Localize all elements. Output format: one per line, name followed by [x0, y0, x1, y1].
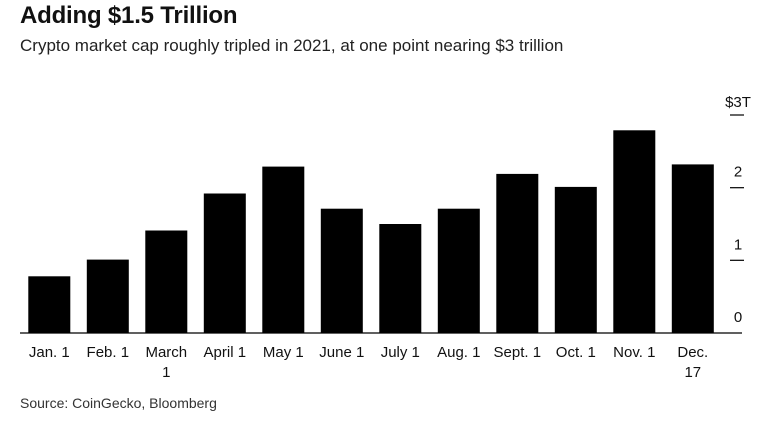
bar-8 [496, 173, 539, 333]
bar-9 [554, 186, 597, 333]
y-axis: 0 1 2 $3T [725, 94, 751, 326]
source-note: Source: CoinGecko, Bloomberg [20, 395, 217, 411]
x-tick-label-5: June 1 [319, 344, 364, 361]
x-tick-label-3: April 1 [204, 344, 247, 361]
x-tick-label-10: Nov. 1 [613, 344, 655, 361]
x-tick-label-6: July 1 [381, 344, 420, 361]
x-tick-label-8: Sept. 1 [494, 344, 542, 361]
y-tick-label-0: 0 [734, 309, 742, 326]
bar-10 [613, 130, 656, 333]
bar-3 [203, 193, 246, 333]
x-axis-labels: Jan. 1 Feb. 1 March 1 April 1 May 1 June 1 July… [29, 344, 708, 381]
y-tick-label-2: 2 [734, 164, 742, 181]
x-tick-label-0: Jan. 1 [29, 344, 70, 361]
bar-0 [28, 276, 71, 333]
x-tick-label-1: Feb. 1 [87, 344, 130, 361]
y-tick-label-1: 1 [734, 236, 742, 253]
x-tick-label-9: Oct. 1 [556, 344, 596, 361]
chart-title: Adding $1.5 Trillion [20, 2, 238, 29]
bar-1 [86, 259, 129, 333]
y-tick-label-3: $3T [725, 94, 751, 111]
x-tick-label-2-line-1: 1 [162, 364, 170, 381]
x-tick-label-4: May 1 [263, 344, 304, 361]
bar-11 [671, 164, 714, 333]
x-tick-label-7: Aug. 1 [437, 344, 480, 361]
chart-subtitle: Crypto market cap roughly tripled in 202… [20, 36, 564, 55]
bar-5 [320, 208, 363, 333]
bar-7 [437, 208, 480, 333]
x-tick-label-2-line-0: March [145, 344, 187, 361]
bars-group [28, 130, 714, 333]
x-tick-label-11-line-1: 17 [684, 364, 701, 381]
x-tick-label-11-line-0: Dec. [677, 344, 708, 361]
bar-4 [262, 166, 305, 333]
bar-6 [379, 224, 422, 333]
bar-2 [145, 230, 188, 333]
